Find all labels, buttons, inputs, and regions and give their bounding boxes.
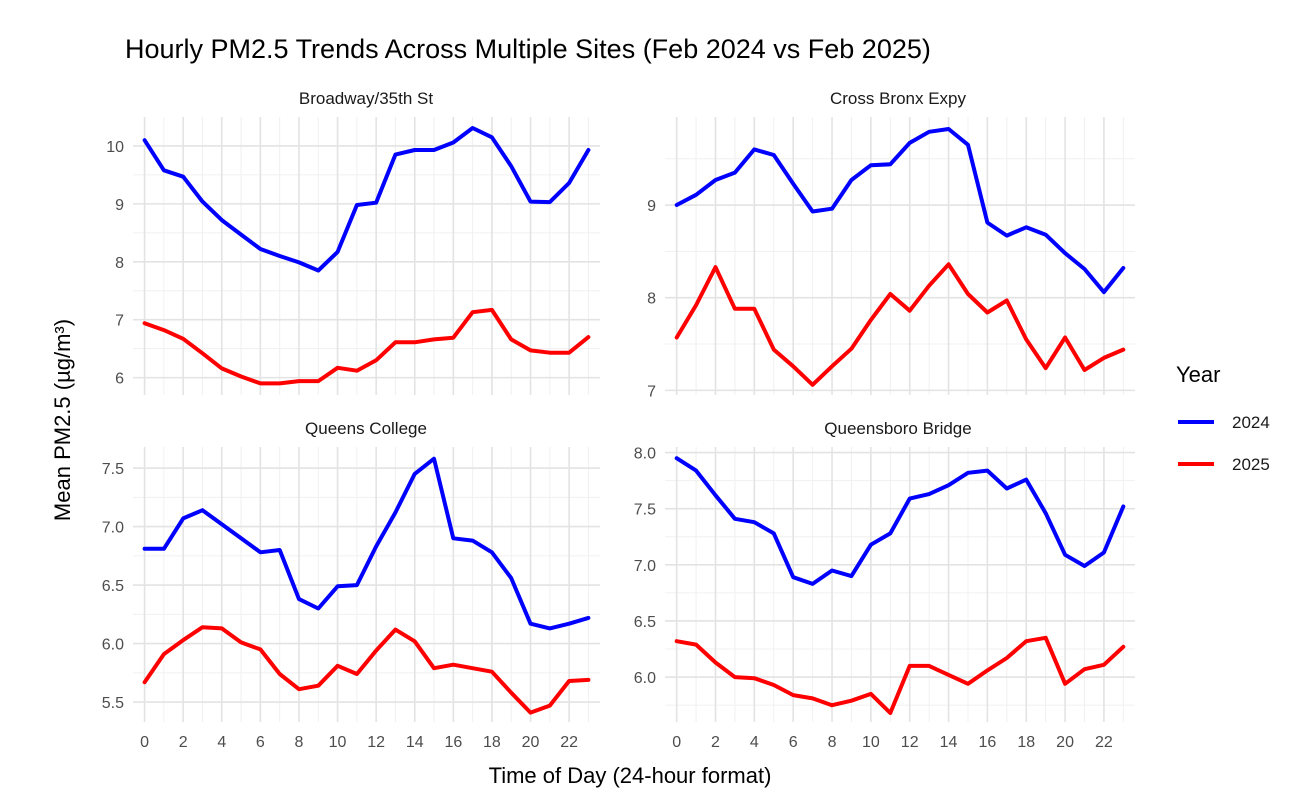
x-tick-label: 6 bbox=[789, 734, 798, 751]
legend-label: 2025 bbox=[1232, 455, 1270, 474]
x-tick-label: 4 bbox=[217, 734, 226, 751]
legend-entry-2024: 2024 bbox=[1178, 413, 1270, 432]
y-tick-label: 8.0 bbox=[634, 446, 656, 463]
series-line-2025 bbox=[142, 307, 591, 386]
panels: Broadway/35th St 6 7 8 9 10 Cross Bronx Expy 7 8… bbox=[102, 89, 1135, 751]
panel-strip-label: Broadway/35th St bbox=[299, 89, 433, 108]
y-tick-label: 8 bbox=[115, 255, 124, 272]
x-axis-title: Time of Day (24-hour format) bbox=[489, 763, 772, 788]
x-tick-label: 14 bbox=[406, 734, 424, 751]
x-tick-label: 12 bbox=[367, 734, 385, 751]
x-tick-label: 0 bbox=[140, 734, 149, 751]
panel-queensboro-bridge: Queensboro Bridge 0 2 4 6 8 10 12 14 16 18 20 22 6.0 6… bbox=[634, 419, 1135, 751]
x-tick-label: 2 bbox=[711, 734, 720, 751]
x-tick-label: 12 bbox=[901, 734, 919, 751]
x-tick-label: 2 bbox=[179, 734, 188, 751]
y-tick-label: 9 bbox=[647, 198, 656, 215]
x-tick-label: 20 bbox=[1056, 734, 1074, 751]
legend-entry-2025: 2025 bbox=[1178, 455, 1270, 474]
panel-strip-label: Queens College bbox=[305, 419, 427, 438]
series-line-2024 bbox=[142, 126, 591, 273]
x-tick-label: 10 bbox=[329, 734, 347, 751]
y-tick-label: 5.5 bbox=[102, 695, 124, 712]
y-axis-title: Mean PM2.5 (µg/m³) bbox=[50, 319, 75, 521]
y-tick-label: 7 bbox=[647, 383, 656, 400]
x-tick-label: 8 bbox=[828, 734, 837, 751]
y-tick-label: 6.0 bbox=[634, 670, 656, 687]
panel-cross-bronx-expy: Cross Bronx Expy 7 8 9 bbox=[647, 89, 1135, 400]
panel-strip-label: Queensboro Bridge bbox=[824, 419, 971, 438]
x-tick-label: 22 bbox=[560, 734, 578, 751]
series-line-2024 bbox=[674, 127, 1126, 295]
x-tick-label: 4 bbox=[750, 734, 759, 751]
x-tick-label: 8 bbox=[295, 734, 304, 751]
x-tick-label: 18 bbox=[1017, 734, 1035, 751]
x-tick-label: 16 bbox=[444, 734, 462, 751]
chart-title: Hourly PM2.5 Trends Across Multiple Site… bbox=[125, 34, 931, 64]
x-tick-label: 22 bbox=[1095, 734, 1113, 751]
series-line-2024 bbox=[142, 456, 591, 631]
panel-strip-label: Cross Bronx Expy bbox=[830, 89, 967, 108]
x-tick-label: 0 bbox=[672, 734, 681, 751]
legend-title: Year bbox=[1176, 362, 1220, 387]
y-tick-label: 8 bbox=[647, 291, 656, 308]
series-line-2025 bbox=[142, 625, 591, 715]
y-tick-label: 10 bbox=[106, 139, 124, 156]
x-tick-label: 20 bbox=[522, 734, 540, 751]
y-tick-label: 7 bbox=[115, 313, 124, 330]
x-tick-label: 14 bbox=[940, 734, 958, 751]
x-tick-label: 16 bbox=[978, 734, 996, 751]
y-tick-label: 7.0 bbox=[102, 520, 124, 537]
y-tick-label: 9 bbox=[115, 197, 124, 214]
legend: Year 2024 2025 bbox=[1176, 362, 1270, 474]
x-tick-label: 18 bbox=[483, 734, 501, 751]
y-tick-label: 6.0 bbox=[102, 637, 124, 654]
y-tick-label: 6 bbox=[115, 371, 124, 388]
y-tick-label: 6.5 bbox=[634, 614, 656, 631]
series-line-2025 bbox=[674, 635, 1126, 715]
y-tick-label: 7.0 bbox=[634, 558, 656, 575]
series-line-2025 bbox=[674, 262, 1126, 387]
panel-queens-college: Queens College 0 2 4 6 8 10 12 14 16 18 20 22 5.5 6.0 6… bbox=[102, 419, 600, 751]
panel-broadway-35th-st: Broadway/35th St 6 7 8 9 10 bbox=[106, 89, 600, 395]
x-tick-label: 6 bbox=[256, 734, 265, 751]
x-tick-label: 10 bbox=[862, 734, 880, 751]
series-line-2024 bbox=[674, 456, 1126, 586]
y-tick-label: 6.5 bbox=[102, 578, 124, 595]
y-tick-label: 7.5 bbox=[102, 461, 124, 478]
y-tick-label: 7.5 bbox=[634, 502, 656, 519]
legend-label: 2024 bbox=[1232, 413, 1270, 432]
